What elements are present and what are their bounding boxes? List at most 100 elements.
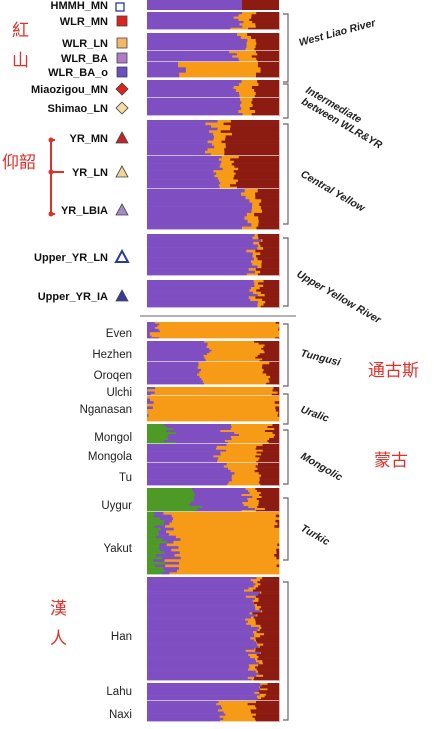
modern-bar-segment bbox=[147, 411, 279, 415]
modern-bar-segment bbox=[159, 543, 168, 547]
modern-bar-segment bbox=[248, 653, 258, 657]
modern-bar-segment bbox=[169, 572, 280, 576]
modern-bar-segment bbox=[272, 432, 280, 435]
modern-bar-segment bbox=[147, 490, 193, 493]
modern-bar-segment bbox=[248, 587, 256, 590]
ancient-bar-segment bbox=[263, 303, 280, 306]
ancient-bar-segment bbox=[222, 167, 239, 171]
modern-bar-segment bbox=[258, 472, 280, 475]
modern-bar-segment bbox=[267, 426, 280, 429]
ancient-bar-segment bbox=[147, 170, 214, 173]
modern-bar-segment bbox=[254, 717, 280, 721]
modern-bar-segment bbox=[230, 469, 255, 473]
modern-bar-segment bbox=[160, 527, 174, 531]
modern-bar-segment bbox=[251, 678, 254, 682]
modern-bar-segment bbox=[256, 653, 280, 657]
modern-bar-segment bbox=[227, 442, 270, 445]
ancient-bar-segment bbox=[147, 202, 253, 207]
modern-bar-segment bbox=[147, 612, 250, 615]
modern-bar-segment bbox=[147, 355, 204, 358]
modern-bar-segment bbox=[217, 709, 251, 712]
modern-bar-segment bbox=[147, 396, 280, 399]
modern-bar-segment bbox=[147, 635, 255, 638]
modern-bar-segment bbox=[147, 643, 258, 646]
modern-bar-segment bbox=[258, 672, 280, 676]
modern-bar-segment bbox=[147, 597, 256, 601]
ancient-bar-segment bbox=[262, 209, 280, 214]
modern-bar-segment bbox=[260, 591, 262, 594]
ancient-bar-segment bbox=[147, 206, 253, 210]
modern-bar-segment bbox=[147, 457, 219, 460]
population-label: Shimao_LN bbox=[47, 103, 108, 115]
group-bracket bbox=[283, 323, 289, 387]
modern-bar-segment bbox=[259, 686, 261, 689]
modern-bar-segment bbox=[274, 428, 280, 431]
modern-bar-segment bbox=[253, 585, 259, 588]
ancient-bar-segment bbox=[246, 45, 256, 49]
modern-bar-segment bbox=[264, 508, 280, 511]
modern-bar-segment bbox=[147, 414, 149, 418]
admixture-bars bbox=[140, 0, 296, 723]
ancient-bar-segment bbox=[233, 86, 253, 90]
modern-bar-segment bbox=[147, 440, 164, 443]
modern-bar-segment bbox=[147, 514, 155, 518]
ancient-bar-segment bbox=[263, 280, 280, 283]
modern-bar-segment bbox=[262, 684, 280, 687]
triangle-marker-icon bbox=[115, 203, 129, 216]
ancient-bar-segment bbox=[237, 186, 280, 190]
group-label: Upper Yellow River bbox=[295, 268, 384, 326]
ancient-bar-segment bbox=[257, 247, 264, 251]
ancient-bar-segment bbox=[256, 57, 280, 61]
modern-bar-segment bbox=[260, 635, 280, 638]
ancient-bar-segment bbox=[230, 125, 280, 129]
modern-bar-segment bbox=[268, 442, 280, 445]
modern-bar-segment bbox=[239, 434, 276, 437]
ancient-bar-segment bbox=[225, 145, 280, 149]
modern-bar-segment bbox=[258, 502, 280, 505]
modern-bar-segment bbox=[267, 688, 280, 691]
modern-bar-segment bbox=[147, 512, 155, 515]
ancient-bar-segment bbox=[147, 140, 208, 144]
modern-bar-segment bbox=[147, 525, 155, 529]
modern-bar-segment bbox=[257, 697, 262, 700]
modern-bar-segment bbox=[147, 330, 161, 333]
modern-bar-segment bbox=[277, 414, 280, 418]
modern-bar-segment bbox=[155, 554, 175, 557]
ancient-bar-segment bbox=[214, 135, 226, 139]
ancient-bar-segment bbox=[252, 255, 257, 258]
ancient-bar-segment bbox=[147, 282, 255, 285]
modern-bar-segment bbox=[255, 465, 280, 468]
ancient-bar-segment bbox=[257, 189, 280, 193]
modern-bar-segment bbox=[172, 428, 232, 431]
modern-bar-segment bbox=[250, 709, 280, 712]
ancient-bar-segment bbox=[147, 59, 240, 63]
modern-bar-segment bbox=[275, 519, 280, 523]
modern-bar-segment bbox=[260, 683, 268, 686]
modern-bar-segment bbox=[164, 519, 173, 523]
modern-bar-segment bbox=[254, 647, 256, 651]
modern-bar-segment bbox=[248, 668, 258, 671]
modern-bar-segment bbox=[262, 660, 280, 663]
modern-bar-segment bbox=[264, 430, 280, 433]
modern-bar-segment bbox=[147, 368, 202, 372]
ancient-bar-segment bbox=[236, 53, 258, 56]
modern-bar-segment bbox=[147, 358, 206, 361]
ancient-bar-segment bbox=[257, 301, 266, 304]
ancient-bar-segment bbox=[147, 145, 215, 149]
modern-bar-segment bbox=[147, 510, 196, 513]
modern-bar-segment bbox=[147, 604, 255, 607]
ancient-bar-segment bbox=[258, 219, 280, 224]
ancient-bar-segment bbox=[147, 135, 215, 139]
ancient-bar-segment bbox=[147, 80, 242, 84]
modern-bar-segment bbox=[147, 601, 254, 605]
modern-bar-segment bbox=[257, 641, 280, 644]
modern-bar-segment bbox=[255, 647, 280, 651]
bracket-dot bbox=[48, 169, 54, 175]
modern-bar-segment bbox=[266, 693, 280, 696]
population-label: Miaozigou_MN bbox=[31, 84, 108, 96]
ancient-bar-segment bbox=[147, 239, 262, 243]
ancient-bar-segment bbox=[147, 177, 219, 180]
modern-bar-segment bbox=[147, 445, 218, 449]
ancient-bar-segment bbox=[224, 150, 280, 154]
group-bracket bbox=[283, 497, 289, 561]
